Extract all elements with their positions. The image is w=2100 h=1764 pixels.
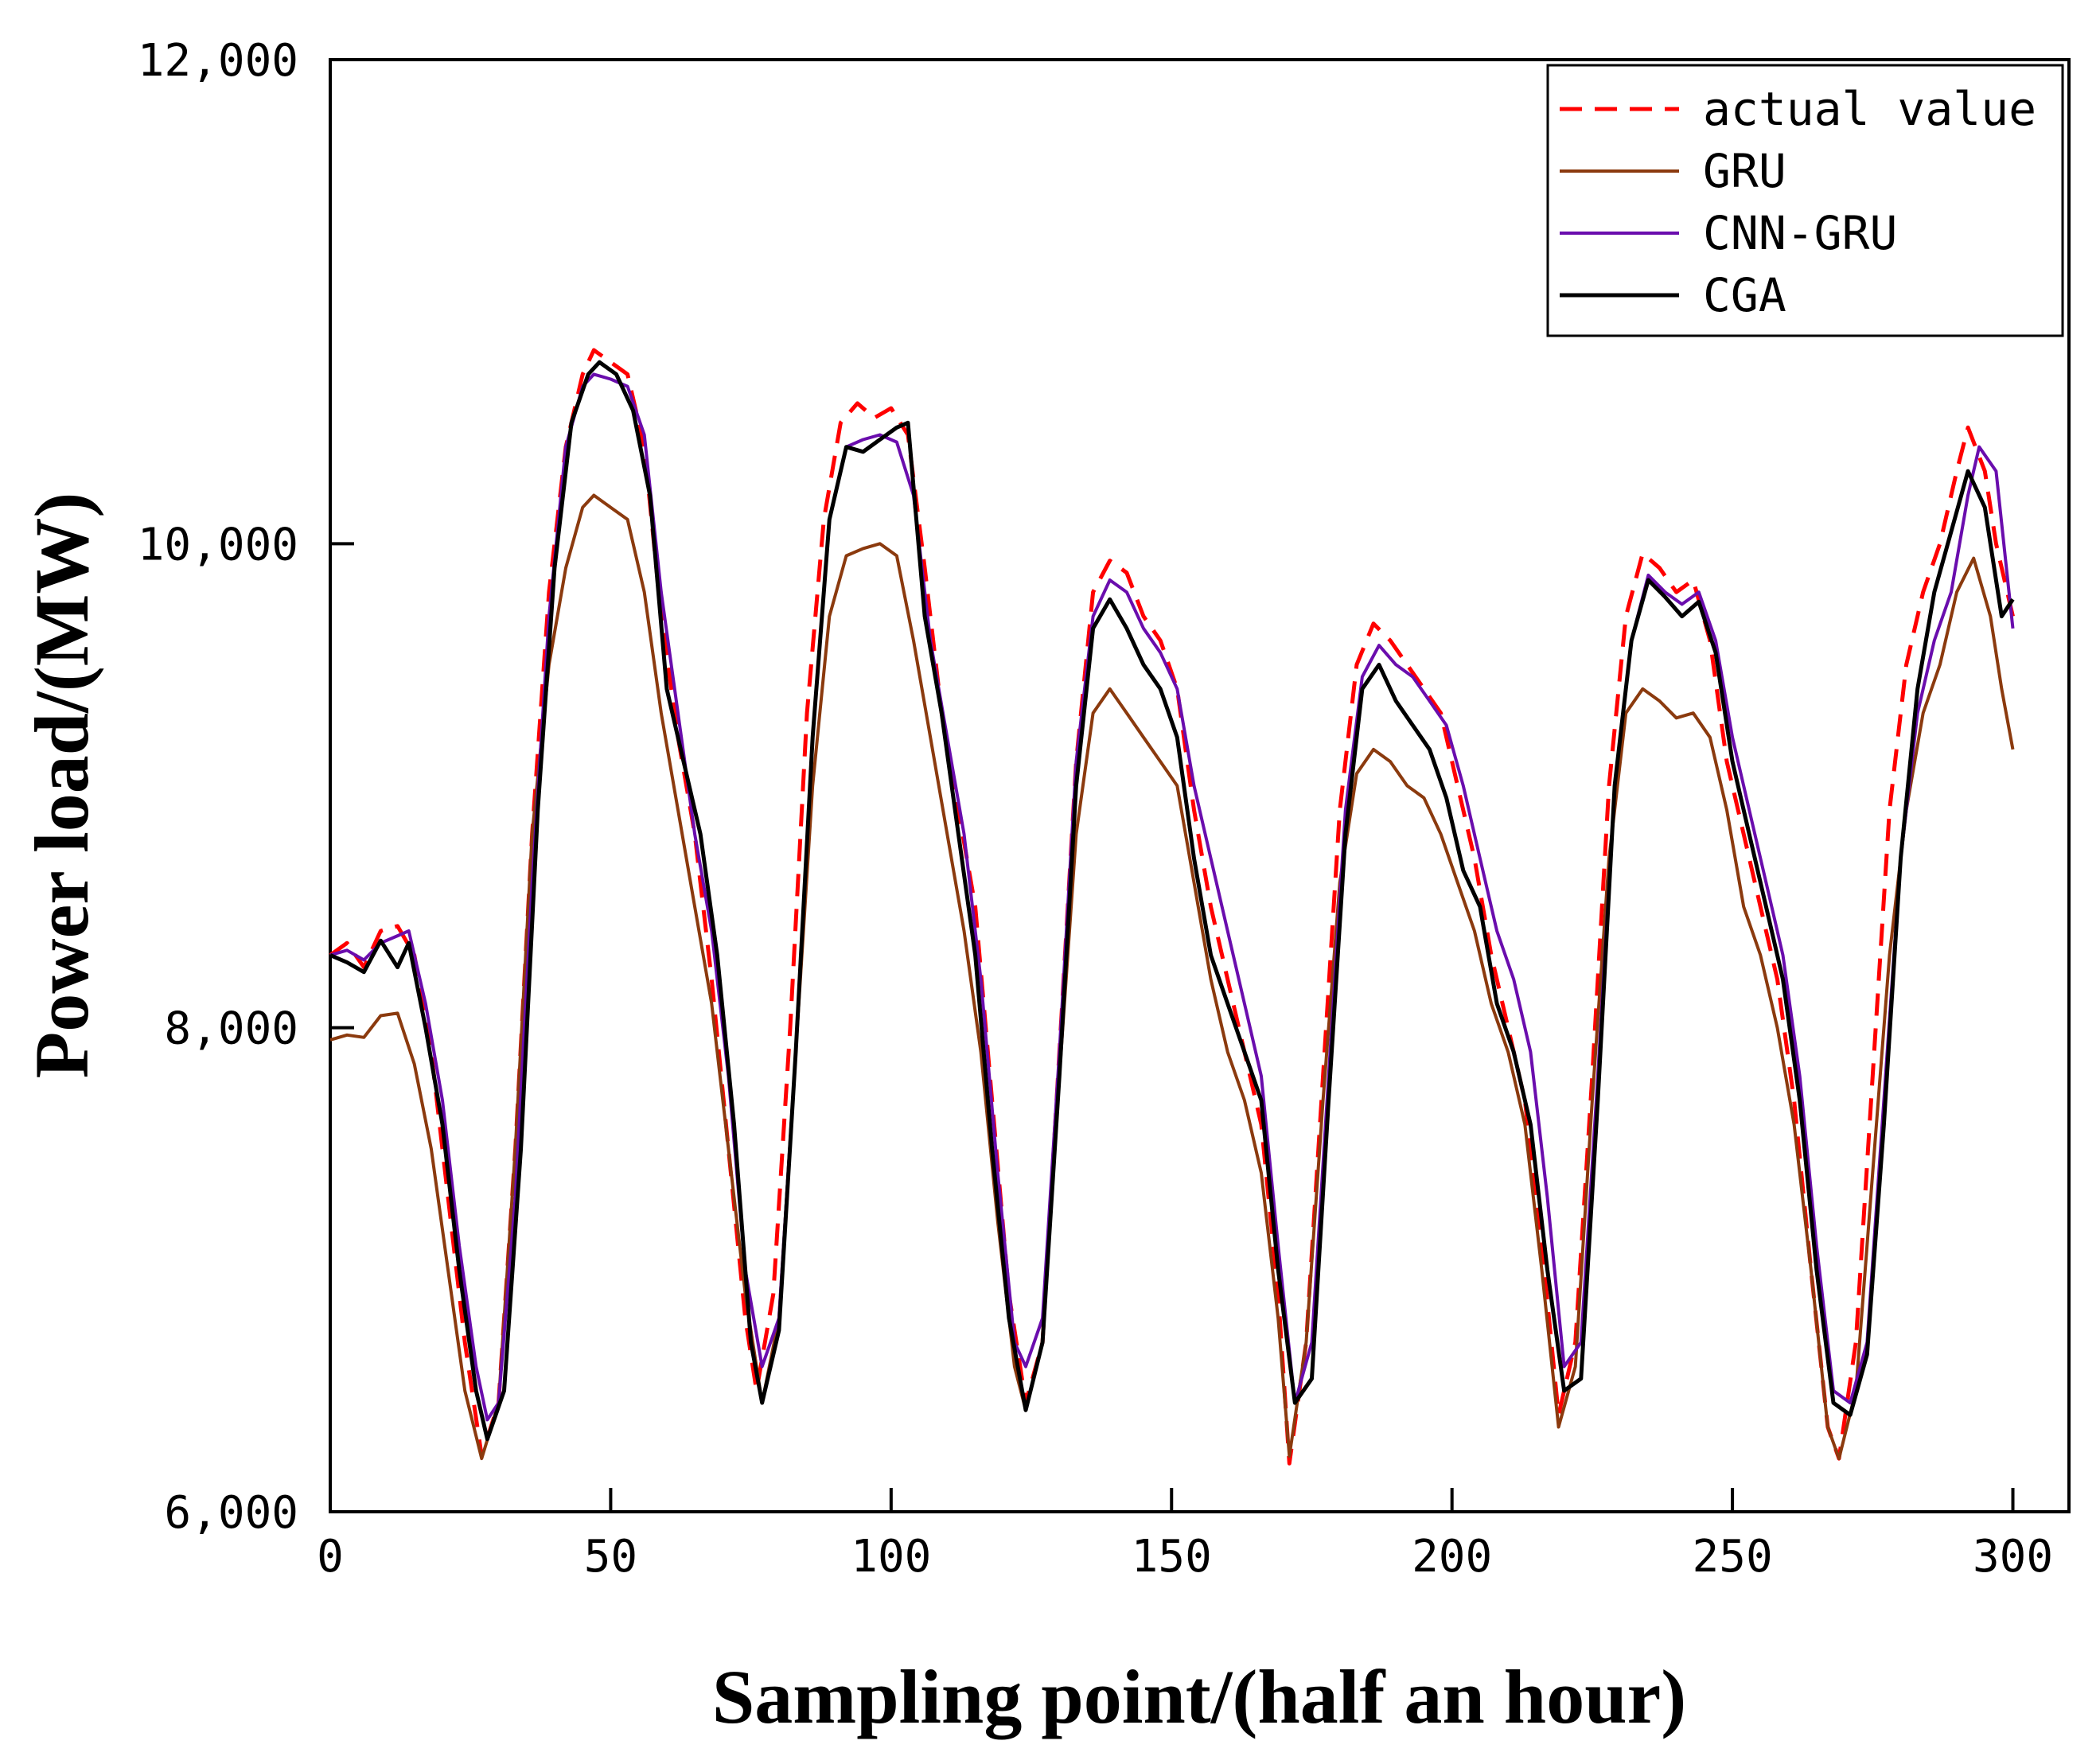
series-line-actual-value [329,348,2015,1466]
legend-label-cga: CGA [1703,268,1786,322]
legend-label-cnn-gru: CNN-GRU [1703,206,1897,260]
x-tick-label: 100 [851,1531,931,1583]
legend: actual value GRU CNN-GRU CGA [1546,64,2064,337]
x-tick-label: 250 [1693,1531,1773,1583]
x-tick-label: 0 [317,1531,344,1583]
y-tick-label: 10,000 [138,519,298,570]
x-tick-label: 150 [1132,1531,1212,1583]
x-tick-label: 300 [1973,1531,2053,1583]
series-line-cga [329,360,2015,1442]
x-tick-label: 50 [584,1531,637,1583]
plot-frame [329,58,2071,1513]
series-line-cnn-gru [329,372,2015,1422]
legend-label-gru: GRU [1703,144,1786,198]
y-tick-label: 8,000 [164,1003,298,1055]
y-axis: 6,000 8,000 10,000 12,000 [138,35,354,1539]
y-tick-label: 12,000 [138,35,298,87]
y-axis-title: Power load/(MW) [19,493,104,1079]
x-tick-label: 200 [1412,1531,1492,1583]
x-axis-title: Sampling point/(half an hour) [712,1654,1686,1739]
series-line-gru [329,493,2015,1461]
series-layer [329,348,2015,1466]
legend-label-actual-value: actual value [1703,82,2036,136]
y-tick-label: 6,000 [164,1487,298,1539]
x-axis: 0 50 100 150 200 250 300 [317,1488,2053,1583]
